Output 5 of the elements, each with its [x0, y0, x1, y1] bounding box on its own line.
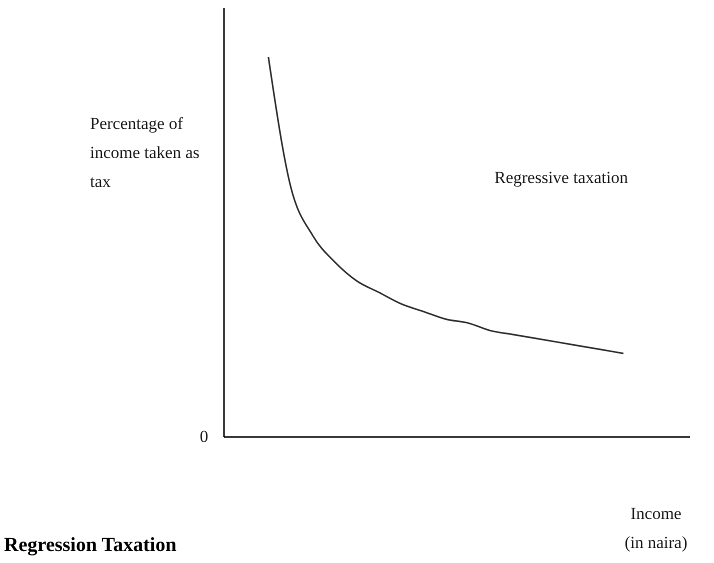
y-axis-title: Percentage of income taken as tax	[90, 114, 200, 191]
text: 0	[200, 427, 208, 446]
x-axis-title: Income (in naira)	[624, 504, 688, 552]
annotation: Regressive taxation	[494, 168, 628, 187]
text: Regression Taxation	[4, 534, 176, 556]
